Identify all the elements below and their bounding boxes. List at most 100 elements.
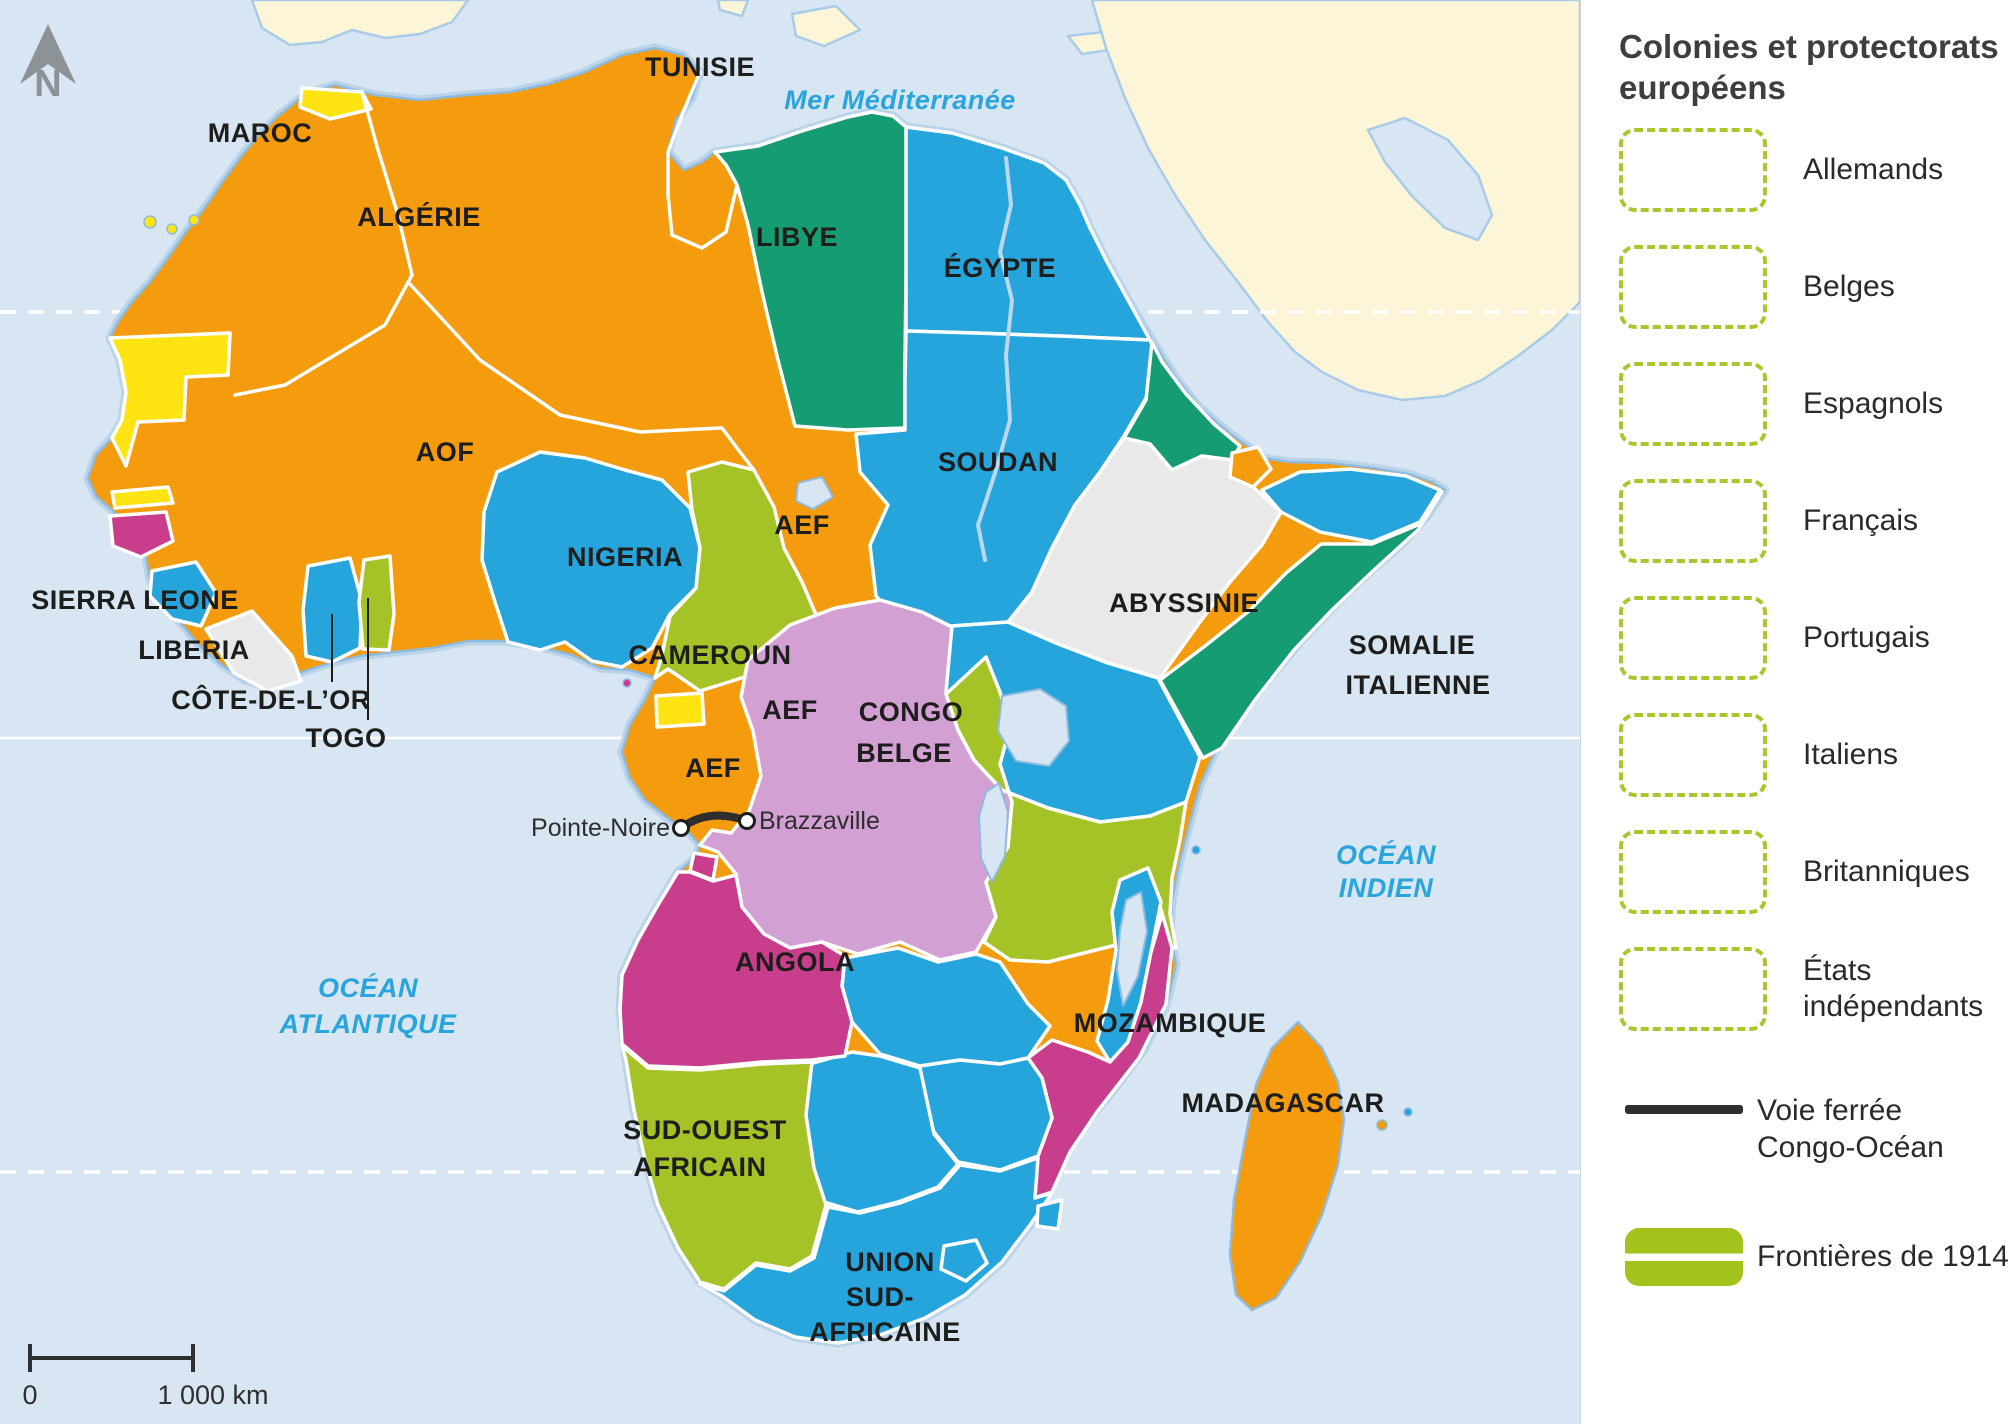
city-dot-brazzaville: [738, 812, 756, 830]
territory-madagascar: [1228, 1020, 1346, 1312]
legend-row-espagnols: Espagnols: [1619, 362, 2011, 446]
city-label-brazzaville: Brazzaville: [759, 807, 880, 835]
label-indien-2: INDIEN: [1339, 873, 1434, 903]
city-dot-pointe-noire: [672, 819, 690, 837]
land-sicily: [790, 4, 862, 48]
territory-nigeria: [480, 450, 702, 669]
label-mozambique: MOZAMBIQUE: [1074, 1008, 1266, 1038]
lakes: [795, 476, 1148, 1007]
land-sardinia: [716, 0, 750, 18]
scale-zero: 0: [22, 1380, 37, 1410]
label-aef-1: AEF: [774, 510, 830, 540]
territory-cote-de-lor: [301, 556, 364, 664]
label-libye: LIBYE: [756, 222, 838, 252]
legend-label-portugais: Portugais: [1803, 621, 1930, 654]
city-label-pointe-noire: Pointe-Noire: [531, 814, 670, 842]
legend-railway-label-line1: Voie ferrée: [1757, 1094, 1903, 1127]
label-congo-belge-2: BELGE: [856, 738, 952, 768]
island-sao-tome: [622, 678, 632, 688]
nile-river: [975, 156, 1015, 562]
island-comores: [1376, 1119, 1388, 1131]
label-liberia: LIBERIA: [138, 635, 250, 665]
label-togo: TOGO: [305, 723, 386, 753]
persian-gulf: [1366, 116, 1494, 242]
territory-guinee-portugaise: [108, 510, 175, 559]
territory-cameroun: [653, 460, 819, 693]
label-cote-de-lor: CÔTE-DE-L’OR: [171, 684, 371, 715]
legend-swatch-portugais: [1619, 596, 1767, 680]
label-aef-2: AEF: [762, 695, 818, 725]
legend-label-italiens: Italiens: [1803, 738, 1899, 771]
lake-tchad: [795, 476, 834, 510]
land-arabia: [1090, 0, 1580, 402]
label-algerie: ALGÉRIE: [357, 201, 481, 232]
legend-row-belges: Belges: [1619, 245, 2011, 329]
territory-gambie: [110, 485, 175, 510]
legend-panel: Colonies et protectorats européens Allem…: [1580, 0, 2011, 1424]
label-abyssinie: ABYSSINIE: [1109, 588, 1259, 618]
label-aef-3: AEF: [685, 753, 741, 783]
legend-label-allemands: Allemands: [1803, 153, 1944, 186]
territory-somalie-italienne: [1158, 490, 1444, 760]
label-union-sud-africaine-2: SUD-: [846, 1282, 914, 1312]
island-canaries-3: [188, 214, 200, 226]
label-indien-1: OCÉAN: [1336, 839, 1436, 870]
label-aof: AOF: [416, 437, 475, 467]
legend-label-belges: Belges: [1803, 270, 1895, 303]
railway-line-icon: [1625, 1105, 1743, 1114]
territory-swaziland: [1035, 1198, 1064, 1231]
label-atlantique-2: ATLANTIQUE: [279, 1009, 457, 1039]
border-maroc-algerie: [233, 90, 414, 397]
frontier-swatch-icon: [1625, 1228, 1743, 1286]
compass-arrow-icon: [20, 24, 76, 84]
lake-victoria: [997, 688, 1070, 767]
label-atlantique-1: OCÉAN: [318, 972, 418, 1003]
island-maurice: [1403, 1107, 1413, 1117]
french-internal-borders: [233, 70, 756, 472]
lake-tanganyika: [978, 782, 1009, 883]
territory-basutoland: [939, 1238, 989, 1283]
label-soudan: SOUDAN: [938, 447, 1058, 477]
label-egypte: ÉGYPTE: [944, 252, 1057, 283]
legend-swatch-espagnols: [1619, 362, 1767, 446]
legend-swatch-francais: [1619, 479, 1767, 563]
legend-title-line2: européens: [1619, 69, 1786, 106]
legend-swatch-etats-independants: [1619, 947, 1767, 1031]
territory-rio-de-oro: [108, 331, 232, 468]
territory-djibouti: [1228, 445, 1273, 489]
legend-frontier-label: Frontières de 1914: [1757, 1240, 2009, 1273]
lake-nyasa: [1116, 891, 1148, 1007]
legend-swatch-britanniques: [1619, 830, 1767, 914]
legend-swatch-belges: [1619, 245, 1767, 329]
label-nigeria: NIGERIA: [567, 542, 683, 572]
small-islands: [143, 214, 1413, 1131]
railway-congo-ocean: Pointe-Noire Brazzaville: [531, 807, 880, 842]
legend-swatch-allemands: [1619, 128, 1767, 212]
legend-label-britanniques: Britanniques: [1803, 855, 1970, 888]
label-union-sud-africaine-3: AFRICAINE: [809, 1317, 961, 1347]
territories: [108, 86, 1444, 1345]
island-canaries-2: [166, 223, 178, 235]
scale-distance: 1 000 km: [157, 1380, 268, 1410]
border-tunisie-algerie: [666, 70, 702, 237]
compass-n-label: N: [34, 63, 61, 105]
label-congo-belge-1: CONGO: [859, 697, 964, 727]
territory-maroc-espagnol: [298, 86, 373, 121]
legend-label-etats-independants: États indépendants: [1803, 954, 1984, 1023]
label-union-sud-africaine-1: UNION: [845, 1247, 935, 1277]
leader-lines: [331, 598, 369, 720]
island-canaries-1: [143, 215, 157, 229]
border-algerie-aof: [406, 280, 722, 434]
legend-railway-row: Voie ferrée Congo-Océan: [1625, 1092, 1944, 1166]
territory-liberia: [204, 609, 303, 693]
africa-map: Pointe-Noire Brazzaville MAROC TUNISIE A…: [0, 0, 1580, 1424]
legend-row-allemands: Allemands: [1619, 128, 2011, 212]
label-tunisie: TUNISIE: [645, 52, 755, 82]
label-somalie-italienne-2: ITALIENNE: [1346, 670, 1491, 700]
label-cameroun: CAMEROUN: [629, 640, 792, 670]
legend-row-francais: Français: [1619, 479, 2011, 563]
label-sierra-leone: SIERRA LEONE: [31, 585, 239, 615]
border-aof-aef: [720, 426, 756, 472]
land-spain: [250, 0, 470, 47]
